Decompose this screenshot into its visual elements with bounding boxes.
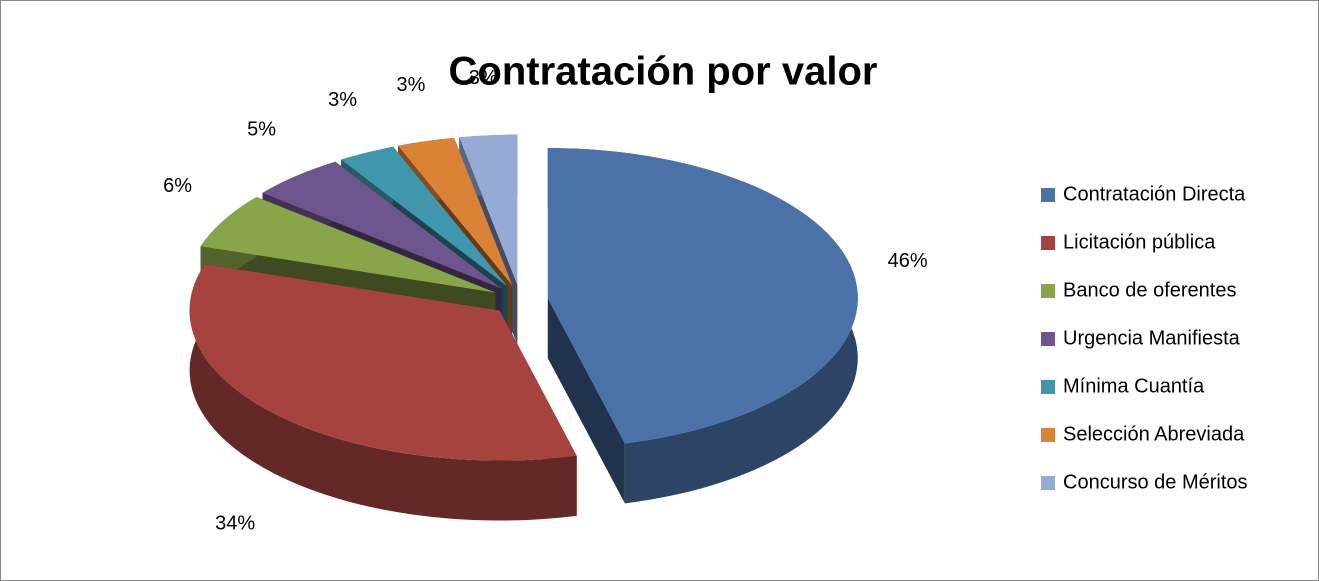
legend-label: Mínima Cuantía xyxy=(1063,375,1205,397)
data-label: 5% xyxy=(247,118,276,140)
chart-title: Contratación por valor xyxy=(449,50,878,94)
legend-swatch xyxy=(1041,236,1055,250)
data-label: 3% xyxy=(328,89,357,111)
legend-label: Urgencia Manifiesta xyxy=(1063,327,1241,349)
slice-top xyxy=(398,137,513,286)
slice-top xyxy=(341,146,508,287)
data-label: 34% xyxy=(215,512,255,534)
slice-side xyxy=(189,264,577,521)
legend-swatch xyxy=(1041,332,1055,346)
legend-label: Licitación pública xyxy=(1063,231,1216,253)
legend-label: Banco de oferentes xyxy=(1063,279,1236,301)
data-label: 3% xyxy=(397,74,426,96)
slice-wall xyxy=(547,298,625,504)
legend-swatch xyxy=(1041,428,1055,442)
data-label: 6% xyxy=(163,175,192,197)
legend-label: Selección Abreviada xyxy=(1063,423,1245,445)
data-label: 3% xyxy=(469,67,498,89)
slice-top xyxy=(262,161,502,289)
data-label: 46% xyxy=(888,250,928,272)
legend-swatch xyxy=(1041,380,1055,394)
slice-top xyxy=(200,196,496,293)
pie-slice xyxy=(189,264,577,521)
pie-slice xyxy=(547,148,858,504)
legend-swatch xyxy=(1041,188,1055,202)
slice-top xyxy=(547,148,858,444)
legend-label: Contratación Directa xyxy=(1063,183,1246,205)
legend-swatch xyxy=(1041,284,1055,298)
slice-top xyxy=(459,134,518,285)
legend-swatch xyxy=(1041,476,1055,490)
legend-label: Concurso de Méritos xyxy=(1063,471,1248,493)
slice-top xyxy=(189,264,577,461)
